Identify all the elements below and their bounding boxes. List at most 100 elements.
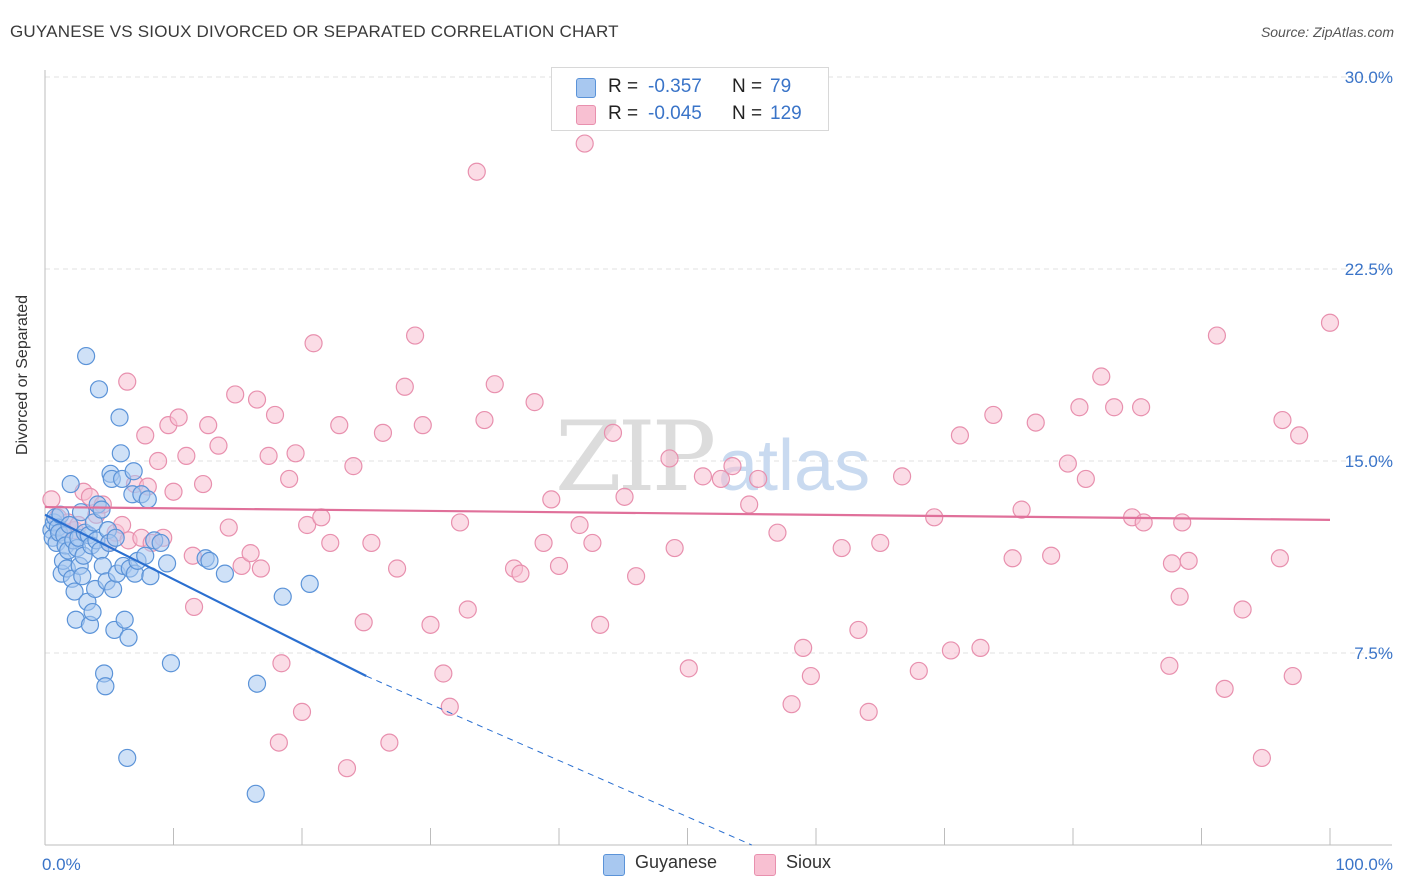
sioux-point <box>136 426 155 445</box>
sioux-point <box>1270 549 1289 568</box>
sioux-point <box>832 538 851 558</box>
y-tick-label: 22.5% <box>1345 260 1393 279</box>
sioux-point <box>387 559 407 578</box>
sioux-point <box>1320 313 1340 332</box>
legend-r-label: R = <box>608 76 639 97</box>
sioux-point <box>1162 554 1182 573</box>
sioux-point <box>950 426 970 445</box>
sioux-point <box>337 759 357 778</box>
sioux-point <box>1042 546 1061 565</box>
watermark-zip: ZIP <box>555 401 714 513</box>
guyanese-point <box>65 582 84 601</box>
guyanese-point <box>77 346 96 366</box>
sioux-point <box>925 508 944 527</box>
legend-n-label: N = <box>732 103 763 124</box>
sioux-point <box>209 436 228 455</box>
guyanese-point <box>73 567 92 586</box>
sioux-point <box>312 508 331 527</box>
sioux-point <box>782 695 801 714</box>
legend-swatch-sioux <box>576 105 596 125</box>
sioux-point <box>665 538 684 558</box>
sioux-point <box>1160 656 1179 675</box>
sioux-point <box>1252 748 1271 768</box>
sioux-point <box>768 523 787 542</box>
sioux-point <box>475 410 494 430</box>
sioux-point <box>118 372 137 391</box>
sioux-point <box>292 702 312 721</box>
sioux-point <box>794 638 813 657</box>
sioux-point <box>440 697 459 716</box>
guyanese-point <box>138 490 157 509</box>
sioux-point <box>1076 469 1095 489</box>
sioux-point <box>265 405 285 425</box>
sioux-point <box>184 597 204 617</box>
sioux-point <box>575 134 594 153</box>
sioux-point <box>259 446 278 465</box>
sioux-point <box>971 638 990 657</box>
guyanese-point <box>92 500 111 519</box>
sioux-point <box>485 375 504 394</box>
guyanese-point <box>157 554 177 573</box>
legend-row-sioux: R = -0.045 N = 129 <box>552 101 828 127</box>
sioux-point <box>304 334 323 353</box>
sioux-point <box>626 567 646 586</box>
legend: R = -0.357 N = 79 R = -0.045 N = 129 <box>551 67 829 131</box>
guyanese-point <box>83 602 102 622</box>
guyanese-point <box>106 528 125 547</box>
guyanese-point <box>61 474 80 494</box>
sioux-point <box>373 423 393 442</box>
sioux-point <box>749 469 768 489</box>
sioux-point <box>711 469 731 489</box>
watermark-atlas: atlas <box>718 426 870 506</box>
sioux-point <box>405 326 425 345</box>
bottom-legend-label: Sioux <box>786 852 832 872</box>
x-tick-label: 100.0% <box>1335 855 1393 874</box>
sioux-point <box>1134 513 1153 532</box>
sioux-point <box>1233 600 1252 619</box>
legend-r-label: R = <box>608 103 639 124</box>
guyanese-point <box>110 408 129 427</box>
sioux-point <box>909 661 928 681</box>
sioux-point <box>193 474 213 494</box>
sioux-point <box>1003 549 1022 568</box>
sioux-point <box>1283 666 1302 686</box>
sioux-point <box>603 423 623 442</box>
sioux-point <box>241 544 260 563</box>
guyanese-regression-line <box>44 513 367 678</box>
legend-n-label: N = <box>732 76 763 97</box>
guyanese-point <box>118 748 137 768</box>
legend-n-value: 129 <box>770 103 802 124</box>
guyanese-regression-extension <box>366 675 752 846</box>
sioux-point <box>941 641 961 660</box>
y-tick-label: 15.0% <box>1345 452 1393 471</box>
sioux-point <box>1092 367 1111 386</box>
sioux-point <box>801 666 820 686</box>
guyanese-point <box>247 674 267 693</box>
guyanese-point <box>300 574 319 593</box>
x-tick-label: 0.0% <box>42 855 81 874</box>
sioux-point <box>723 457 742 476</box>
sioux-point <box>164 482 183 501</box>
sioux-point <box>1179 551 1198 570</box>
sioux-point <box>1170 587 1189 606</box>
sioux-point <box>1290 426 1309 445</box>
guyanese-point <box>89 380 109 399</box>
guyanese-point <box>115 610 134 629</box>
source-label: Source: ZipAtlas.com <box>1260 24 1394 40</box>
sioux-point <box>219 518 238 537</box>
sioux-point <box>434 664 453 683</box>
y-tick-label: 30.0% <box>1345 68 1393 87</box>
sioux-point <box>458 600 477 619</box>
guyanese-point <box>104 579 123 599</box>
sioux-point <box>413 416 432 435</box>
sioux-point <box>286 444 305 463</box>
guyanese-point <box>273 587 292 606</box>
sioux-point <box>892 467 912 486</box>
sioux-point <box>1026 413 1045 432</box>
sioux-point <box>269 733 288 752</box>
legend-r-value: -0.357 <box>648 76 702 97</box>
sioux-point <box>280 469 299 489</box>
sioux-point <box>740 495 759 514</box>
sioux-point <box>177 446 196 465</box>
sioux-point <box>1058 454 1077 473</box>
